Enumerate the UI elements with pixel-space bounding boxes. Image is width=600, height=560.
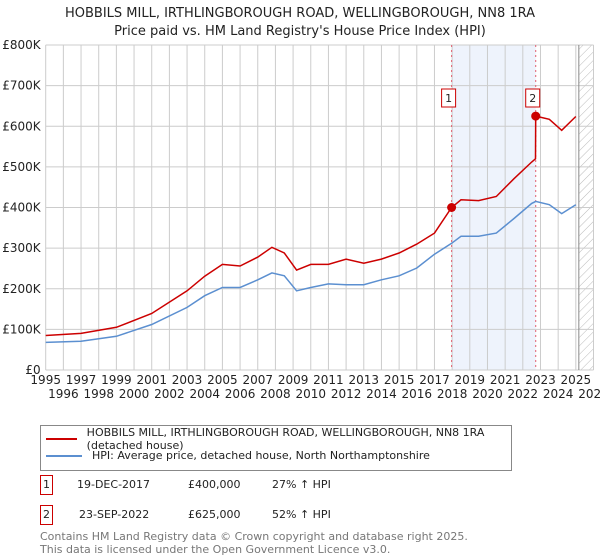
y-tick-label: £600K bbox=[2, 119, 42, 133]
hpi-line bbox=[45, 200, 577, 344]
x-tick-label: 2003 bbox=[172, 373, 203, 387]
sale-date: 23-SEP-2022 bbox=[79, 508, 150, 521]
x-tick-label: 2023 bbox=[525, 373, 556, 387]
x-tick-label: 2026 bbox=[578, 387, 600, 401]
x-tick-label: 2022 bbox=[508, 387, 539, 401]
legend-swatch-red bbox=[46, 437, 77, 440]
x-tick-label: 2009 bbox=[278, 373, 309, 387]
legend-label: HPI: Average price, detached house, Nort… bbox=[92, 449, 430, 462]
x-tick-label: 2025 bbox=[561, 373, 592, 387]
x-tick-label: 2011 bbox=[313, 373, 344, 387]
sale-point bbox=[447, 203, 457, 212]
sale-annotation-box bbox=[525, 88, 541, 108]
sale-hpi: 27% ↑ HPI bbox=[272, 478, 331, 491]
sale-row-1: 1 19-DEC-2017 £400,000 27% ↑ HPI bbox=[40, 475, 440, 495]
y-tick-label: £400K bbox=[2, 201, 42, 215]
y-tick-label: £0 bbox=[25, 363, 40, 377]
sale-price: £625,000 bbox=[188, 508, 241, 521]
y-tick-label: £300K bbox=[2, 241, 42, 255]
sale-badge: 1 bbox=[40, 475, 53, 495]
x-tick-label: 2008 bbox=[260, 387, 291, 401]
x-tick-label: 1999 bbox=[101, 373, 132, 387]
legend-label: HOBBILS MILL, IRTHLINGBOROUGH ROAD, WELL… bbox=[86, 425, 485, 452]
x-tick-label: 2017 bbox=[419, 373, 450, 387]
x-tick-label: 1997 bbox=[66, 373, 97, 387]
x-tick-label: 2016 bbox=[402, 387, 433, 401]
sale-annotation-label: 1 bbox=[445, 92, 452, 105]
y-tick-label: £700K bbox=[2, 79, 42, 93]
legend-item-hpi: HPI: Average price, detached house, Nort… bbox=[41, 447, 511, 464]
x-tick-label: 2018 bbox=[437, 387, 468, 401]
x-tick-label: 2013 bbox=[349, 373, 380, 387]
footer-licence: This data is licensed under the Open Gov… bbox=[40, 543, 391, 556]
x-tick-label: 2010 bbox=[295, 387, 326, 401]
x-tick-label: 2019 bbox=[455, 373, 486, 387]
x-tick-label: 2020 bbox=[472, 387, 503, 401]
sale-point bbox=[531, 111, 541, 121]
chart-subtitle: Price paid vs. HM Land Registry's House … bbox=[114, 24, 486, 39]
sale-row-2: 2 23-SEP-2022 £625,000 52% ↑ HPI bbox=[40, 505, 440, 525]
sale-badge: 2 bbox=[40, 505, 53, 525]
x-tick-label: 2006 bbox=[225, 387, 256, 401]
x-tick-label: 2004 bbox=[189, 387, 220, 401]
sale-date: 19-DEC-2017 bbox=[77, 478, 151, 491]
sale-price: £400,000 bbox=[188, 478, 241, 491]
x-tick-label: 1998 bbox=[83, 387, 114, 401]
property-price-line bbox=[45, 115, 577, 337]
x-tick-label: 2012 bbox=[331, 387, 362, 401]
sale-hpi: 52% ↑ HPI bbox=[272, 508, 331, 521]
x-tick-label: 2024 bbox=[543, 387, 574, 401]
x-tick-label: 1996 bbox=[48, 387, 79, 401]
legend-swatch-blue bbox=[46, 454, 82, 457]
x-tick-label: 2000 bbox=[119, 387, 150, 401]
y-tick-label: £200K bbox=[2, 282, 42, 296]
footer: Contains HM Land Registry data © Crown c… bbox=[40, 530, 468, 556]
footer-copyright: Contains HM Land Registry data © Crown c… bbox=[40, 530, 468, 543]
legend-item-property: HOBBILS MILL, IRTHLINGBOROUGH ROAD, WELL… bbox=[41, 426, 511, 452]
y-tick-label: £500K bbox=[2, 160, 42, 174]
x-tick-label: 2002 bbox=[154, 387, 185, 401]
x-tick-label: 2014 bbox=[366, 387, 397, 401]
y-tick-label: £800K bbox=[2, 38, 42, 52]
y-tick-label: £100K bbox=[2, 322, 42, 336]
x-tick-label: 1995 bbox=[30, 373, 61, 387]
sale-annotation-box bbox=[441, 88, 457, 108]
x-tick-label: 2021 bbox=[490, 373, 521, 387]
sale-annotation-label: 2 bbox=[529, 92, 536, 105]
x-tick-label: 2015 bbox=[384, 373, 415, 387]
price-chart: 1995199619971998199920002001200220032004… bbox=[2, 38, 600, 401]
legend: HOBBILS MILL, IRTHLINGBOROUGH ROAD, WELL… bbox=[40, 425, 512, 471]
x-tick-label: 2001 bbox=[136, 373, 167, 387]
chart-title: HOBBILS MILL, IRTHLINGBOROUGH ROAD, WELL… bbox=[64, 6, 536, 21]
x-tick-label: 2005 bbox=[207, 373, 238, 387]
x-tick-label: 2007 bbox=[242, 373, 273, 387]
